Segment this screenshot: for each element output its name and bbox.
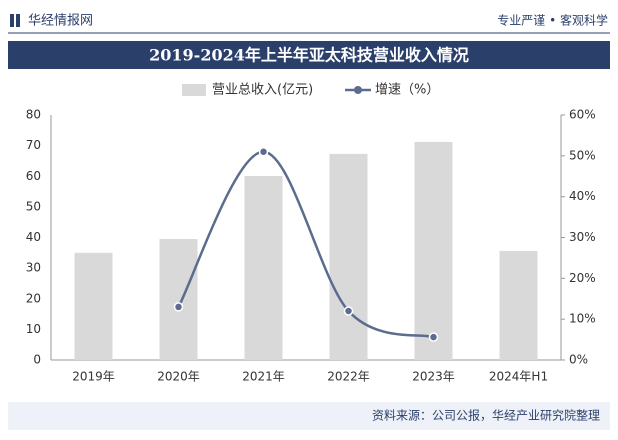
logo <box>16 14 20 27</box>
slogan: 专业严谨 • 客观科学 <box>497 13 608 28</box>
y2-tick-label: 50% <box>569 148 596 162</box>
y2-tick-label: 60% <box>569 108 596 122</box>
y2-tick-label: 30% <box>569 230 596 244</box>
point <box>343 306 354 316</box>
x-tick-label: 2023年 <box>412 370 455 384</box>
logo <box>10 14 14 27</box>
y2-tick-label: 40% <box>569 189 596 203</box>
x-tick-label: 2020年 <box>157 370 200 384</box>
point <box>428 332 439 342</box>
title-band <box>8 41 610 69</box>
footer-band <box>8 402 610 430</box>
y-tick-label: 50 <box>26 199 41 213</box>
y2-tick-label: 20% <box>569 271 596 285</box>
y-tick-label: 80 <box>26 108 41 122</box>
brand: 华经情报网 <box>28 14 93 29</box>
bar <box>159 239 198 360</box>
bar <box>329 153 368 360</box>
legend-swatch <box>354 86 362 94</box>
legend-label: 增速（%） <box>375 83 439 98</box>
y-tick-label: 60 <box>26 169 41 183</box>
y2-tick-label: 0% <box>569 353 588 367</box>
bar <box>244 175 283 360</box>
y-tick-label: 30 <box>26 261 41 275</box>
y-tick-label: 70 <box>26 138 41 152</box>
x-tick-label: 2019年 <box>72 370 115 384</box>
bar <box>414 141 453 360</box>
y2-tick-label: 10% <box>569 312 596 326</box>
x-tick-label: 2021年 <box>242 370 285 384</box>
y-tick-label: 10 <box>26 322 41 336</box>
bar <box>499 250 538 360</box>
source: 资料来源：公司公报，华经产业研究院整理 <box>372 408 600 423</box>
legend-label: 营业总收入(亿元) <box>212 83 313 98</box>
bar <box>74 252 113 360</box>
legend-swatch <box>182 84 206 96</box>
point <box>258 147 269 157</box>
x-tick-label: 2024年H1 <box>489 370 548 384</box>
point <box>173 302 184 312</box>
line <box>177 150 434 339</box>
y-tick-label: 20 <box>26 291 41 305</box>
chart-title: 2019-2024年上半年亚太科技营业收入情况 <box>149 46 469 65</box>
y-tick-label: 0 <box>33 353 41 367</box>
y-tick-label: 40 <box>26 230 41 244</box>
x-tick-label: 2022年 <box>327 370 370 384</box>
